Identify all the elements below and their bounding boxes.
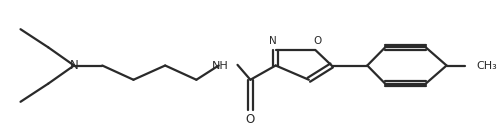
Text: CH₃: CH₃ <box>475 61 496 70</box>
Text: N: N <box>70 59 78 72</box>
Text: O: O <box>245 113 255 126</box>
Text: NH: NH <box>211 61 228 71</box>
Text: N: N <box>269 36 277 46</box>
Text: O: O <box>313 36 321 46</box>
